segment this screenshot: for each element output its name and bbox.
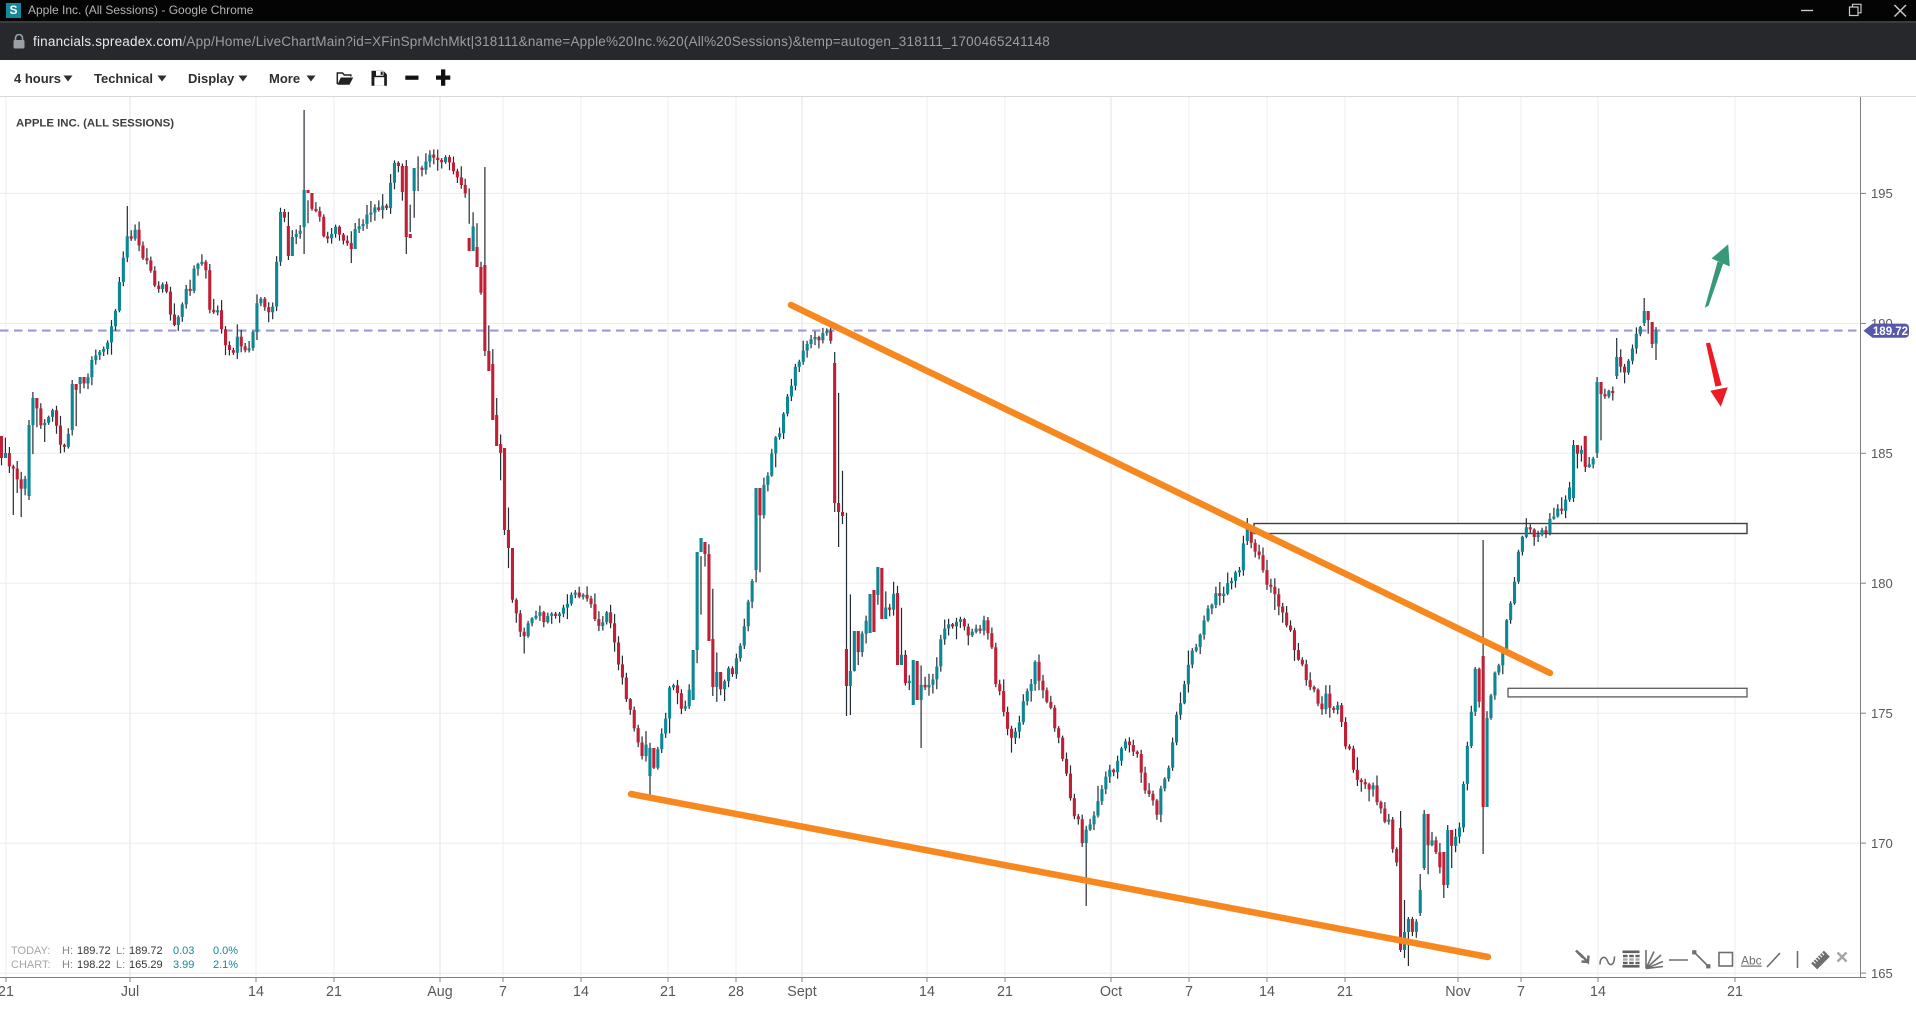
svg-text:TODAY:: TODAY:	[11, 945, 50, 957]
svg-text:7: 7	[1185, 984, 1193, 1000]
svg-text:7: 7	[499, 984, 507, 1000]
svg-text:21: 21	[326, 984, 342, 1000]
svg-text:Oct: Oct	[1100, 984, 1122, 1000]
svg-text:21: 21	[1727, 984, 1743, 1000]
svg-text:3.99: 3.99	[173, 959, 194, 971]
svg-text:Sept: Sept	[787, 984, 816, 1000]
svg-text:14: 14	[1259, 984, 1275, 1000]
svg-text:7: 7	[1517, 984, 1525, 1000]
svg-text:14: 14	[919, 984, 935, 1000]
svg-text:189.72: 189.72	[1873, 326, 1908, 338]
svg-text:180: 180	[1871, 576, 1893, 591]
svg-text:165: 165	[1871, 966, 1893, 981]
svg-text:L:: L:	[116, 945, 125, 957]
svg-text:0.0%: 0.0%	[213, 945, 238, 957]
svg-text:198.22: 198.22	[77, 959, 111, 971]
svg-text:170: 170	[1871, 836, 1893, 851]
svg-text:185: 185	[1871, 446, 1893, 461]
svg-text:L:: L:	[116, 959, 125, 971]
svg-text:H:: H:	[62, 959, 73, 971]
svg-text:165.29: 165.29	[129, 959, 163, 971]
svg-text:2.1%: 2.1%	[213, 959, 238, 971]
svg-text:Abc: Abc	[1741, 954, 1762, 968]
svg-text:189.72: 189.72	[129, 945, 163, 957]
svg-text:CHART:: CHART:	[11, 959, 51, 971]
svg-text:175: 175	[1871, 706, 1893, 721]
svg-text:0.03: 0.03	[173, 945, 194, 957]
svg-text:APPLE INC. (ALL SESSIONS): APPLE INC. (ALL SESSIONS)	[16, 118, 174, 130]
svg-text:189.72: 189.72	[77, 945, 111, 957]
svg-text:21: 21	[997, 984, 1013, 1000]
svg-text:Nov: Nov	[1445, 984, 1471, 1000]
svg-text:14: 14	[573, 984, 589, 1000]
svg-text:14: 14	[1590, 984, 1606, 1000]
svg-text:H:: H:	[62, 945, 73, 957]
svg-text:28: 28	[728, 984, 744, 1000]
svg-text:Jul: Jul	[121, 984, 139, 1000]
svg-text:21: 21	[0, 984, 14, 1000]
svg-text:21: 21	[660, 984, 676, 1000]
svg-text:21: 21	[1337, 984, 1353, 1000]
svg-text:195: 195	[1871, 186, 1893, 201]
svg-text:14: 14	[248, 984, 264, 1000]
svg-text:Aug: Aug	[427, 984, 452, 1000]
